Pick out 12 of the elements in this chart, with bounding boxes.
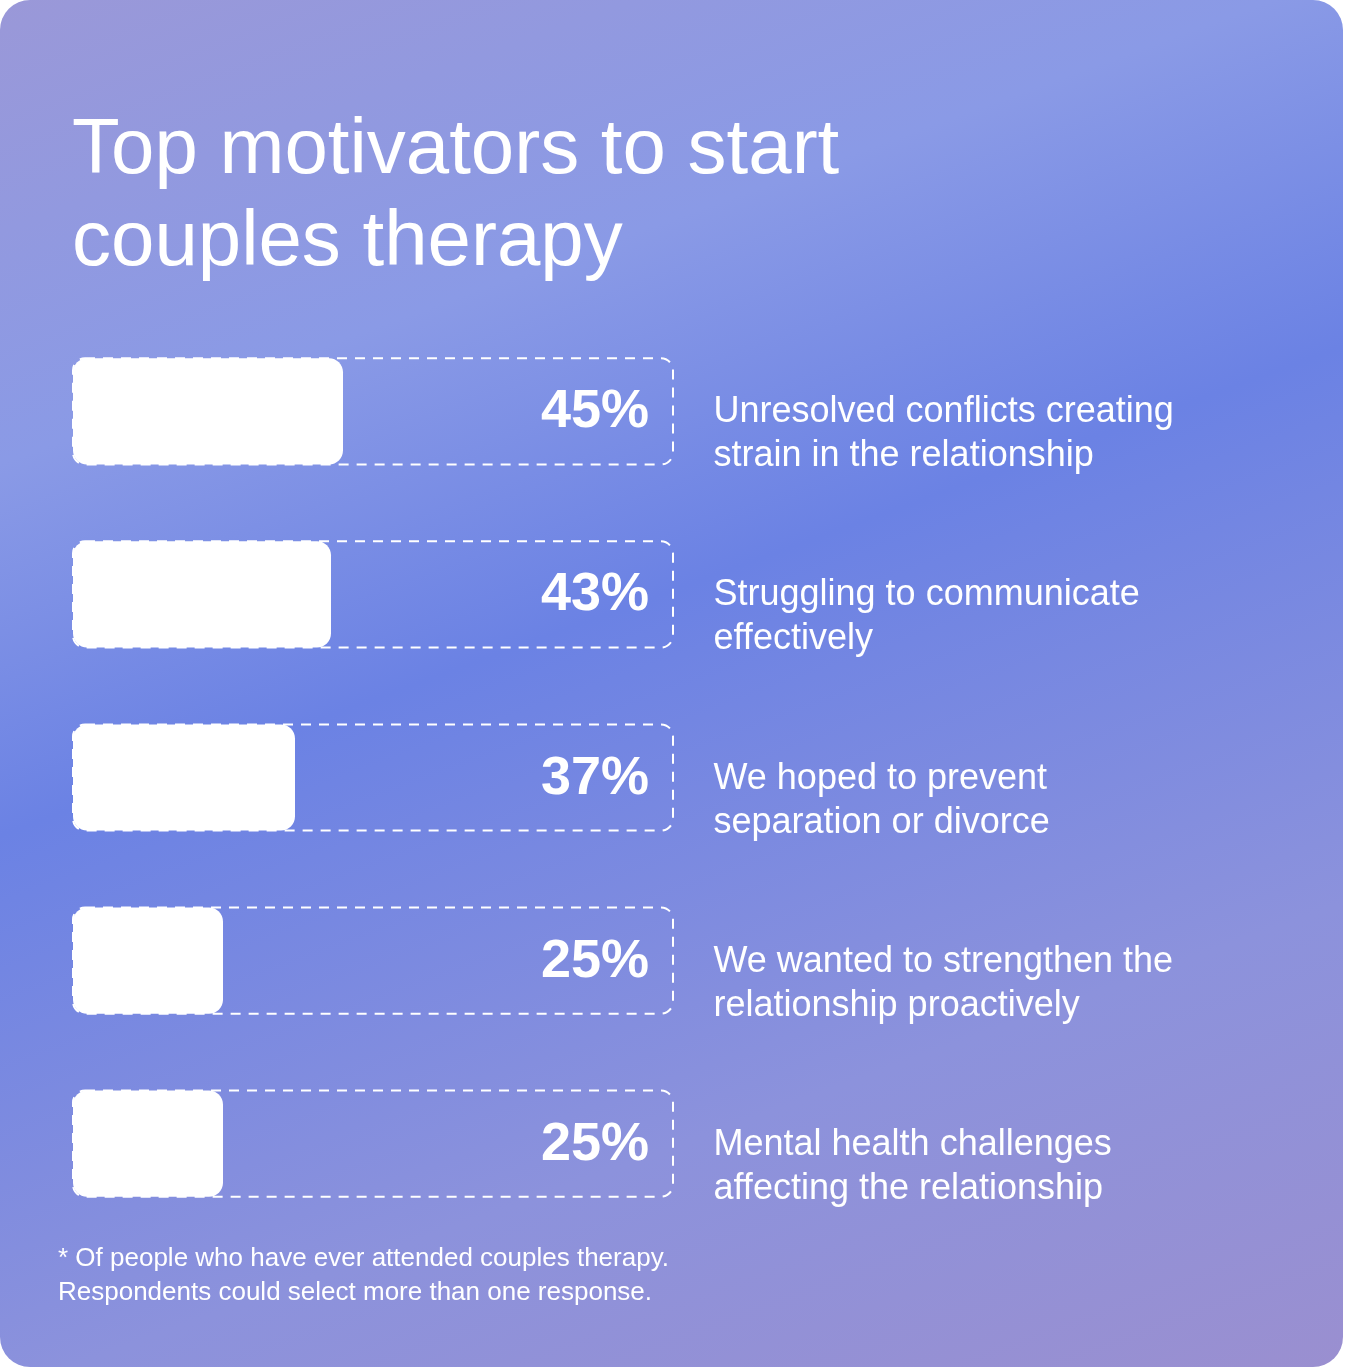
annotation: * Of people who have ever attended couples therapy. Respondents could select more than one response. bbox=[58, 1241, 670, 1308]
chart-title: Top motivators to start couples therapy bbox=[72, 101, 841, 284]
data-label: 25% bbox=[540, 927, 649, 988]
y-tick-label: Unresolved conflicts creating strain in the relationship bbox=[713, 389, 1174, 475]
y-tick-label: We wanted to strengthen the relationship proactively bbox=[713, 938, 1174, 1024]
data-label: 37% bbox=[540, 744, 649, 805]
data-label: 25% bbox=[540, 1110, 649, 1171]
y-tick-label: Mental health challenges affecting the relationship bbox=[713, 1121, 1112, 1207]
data-label: 43% bbox=[540, 561, 649, 622]
y-tick-label: Struggling to communicate effectively bbox=[713, 572, 1140, 658]
data-label: 45% bbox=[540, 378, 649, 439]
y-tick-label: We hoped to prevent separation or divorce bbox=[713, 755, 1050, 841]
